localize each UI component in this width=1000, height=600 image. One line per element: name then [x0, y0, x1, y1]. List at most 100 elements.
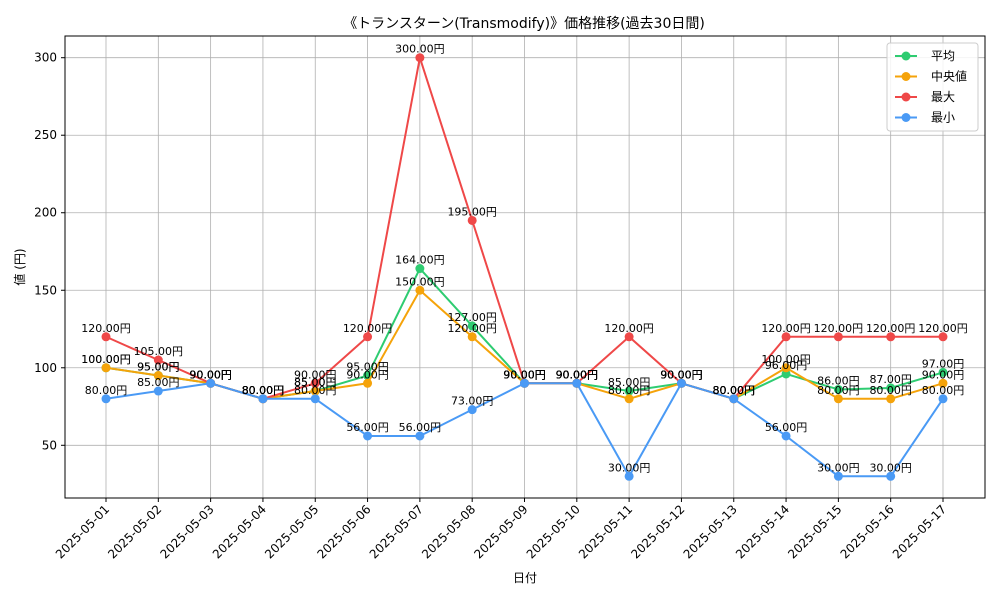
data-label: 80.00円 [242, 384, 285, 397]
data-label: 100.00円 [761, 353, 811, 366]
data-label: 96.00円 [765, 359, 808, 372]
data-point [520, 378, 529, 388]
data-label: 90.00円 [503, 368, 546, 381]
x-tick-label: 2025-05-09 [471, 502, 530, 561]
x-tick-label: 2025-05-16 [838, 502, 897, 561]
data-label: 90.00円 [189, 368, 232, 381]
data-label: 120.00円 [81, 322, 131, 335]
data-point [310, 378, 320, 388]
data-point [833, 384, 843, 394]
data-label: 95.00円 [137, 361, 180, 374]
data-label: 80.00円 [713, 384, 756, 397]
legend-item-最大: 最大 [895, 90, 955, 104]
data-point [415, 431, 425, 441]
data-label: 80.00円 [608, 384, 651, 397]
data-label: 87.00円 [869, 373, 912, 386]
chart-title: 《トランスターン(Transmodify)》価格推移(過去30日間) [343, 16, 705, 32]
series-layer [101, 53, 948, 481]
x-tick-label: 2025-05-13 [681, 502, 740, 561]
data-point [363, 378, 373, 388]
y-tick-label: 250 [34, 128, 57, 142]
data-label: 80.00円 [713, 384, 756, 397]
data-label: 90.00円 [503, 368, 546, 381]
data-label: 90.00円 [556, 368, 599, 381]
legend-swatch-marker [901, 113, 911, 122]
data-point [467, 215, 477, 225]
x-tick-label: 2025-05-07 [367, 502, 426, 561]
y-axis-ticks: 50 100 150 200 250 300 [34, 51, 65, 452]
data-label: 90.00円 [503, 368, 546, 381]
data-label: 80.00円 [713, 384, 756, 397]
data-labels: 100.00円95.00円90.00円80.00円85.00円95.00円164… [81, 43, 968, 475]
data-label: 90.00円 [922, 368, 965, 381]
data-point [938, 394, 948, 404]
data-label: 90.00円 [189, 368, 232, 381]
y-axis-label: 値 (円) [12, 248, 27, 285]
data-label: 80.00円 [869, 384, 912, 397]
legend-label: 中央値 [931, 69, 967, 84]
plot-frame [64, 35, 986, 499]
data-label: 90.00円 [189, 368, 232, 381]
legend-item-平均: 平均 [895, 49, 955, 63]
legend-label: 最大 [931, 90, 955, 104]
legend-swatch-marker [901, 72, 911, 81]
data-label: 85.00円 [608, 376, 651, 389]
data-point [467, 405, 477, 415]
data-point [938, 367, 948, 377]
data-label: 80.00円 [85, 384, 128, 397]
data-point [153, 371, 163, 381]
x-tick-label: 2025-05-14 [733, 502, 792, 561]
data-label: 80.00円 [294, 384, 337, 397]
data-point [310, 394, 320, 404]
x-tick-label: 2025-05-10 [524, 502, 583, 561]
data-point [363, 332, 373, 342]
data-label: 90.00円 [556, 368, 599, 381]
data-label: 73.00円 [451, 395, 494, 408]
data-point [886, 332, 896, 342]
data-point [624, 471, 634, 481]
data-label: 120.00円 [918, 322, 968, 335]
data-label: 90.00円 [660, 368, 703, 381]
data-label: 164.00円 [395, 254, 445, 267]
legend-swatch-marker [901, 92, 911, 102]
y-tick-label: 100 [34, 361, 57, 375]
legend-item-最小: 最小 [895, 111, 955, 125]
data-point [572, 378, 582, 388]
data-label: 80.00円 [817, 384, 860, 397]
data-point [938, 378, 948, 388]
legend-item-中央値: 中央値 [895, 69, 967, 84]
data-label: 95.00円 [346, 361, 389, 374]
data-label: 90.00円 [660, 368, 703, 381]
data-point [781, 369, 791, 379]
data-point [886, 383, 896, 393]
data-label: 300.00円 [395, 43, 445, 56]
data-point [101, 394, 111, 404]
x-tick-label: 2025-05-11 [576, 502, 635, 561]
data-label: 90.00円 [556, 368, 599, 381]
data-label: 30.00円 [817, 461, 860, 474]
data-label: 120.00円 [604, 322, 654, 335]
x-tick-label: 2025-05-06 [314, 502, 373, 561]
data-label: 100.00円 [81, 353, 131, 366]
x-tick-label: 2025-05-03 [158, 502, 217, 561]
y-tick-label: 300 [34, 51, 57, 65]
data-point [729, 394, 739, 404]
data-point [886, 471, 896, 481]
data-point [415, 264, 425, 274]
data-label: 80.00円 [713, 384, 756, 397]
x-tick-label: 2025-05-01 [53, 502, 112, 561]
data-label: 56.00円 [765, 421, 808, 434]
x-tick-label: 2025-05-15 [785, 502, 844, 561]
data-label: 30.00円 [869, 461, 912, 474]
data-label: 90.00円 [556, 368, 599, 381]
data-point [467, 321, 477, 331]
x-tick-label: 2025-05-12 [628, 502, 687, 561]
data-point [258, 394, 268, 404]
y-tick-label: 150 [34, 283, 57, 297]
x-tick-label: 2025-05-17 [890, 502, 949, 561]
data-point [676, 378, 686, 388]
data-point [833, 471, 843, 481]
data-point [624, 332, 634, 342]
data-label: 100.00円 [81, 353, 131, 366]
